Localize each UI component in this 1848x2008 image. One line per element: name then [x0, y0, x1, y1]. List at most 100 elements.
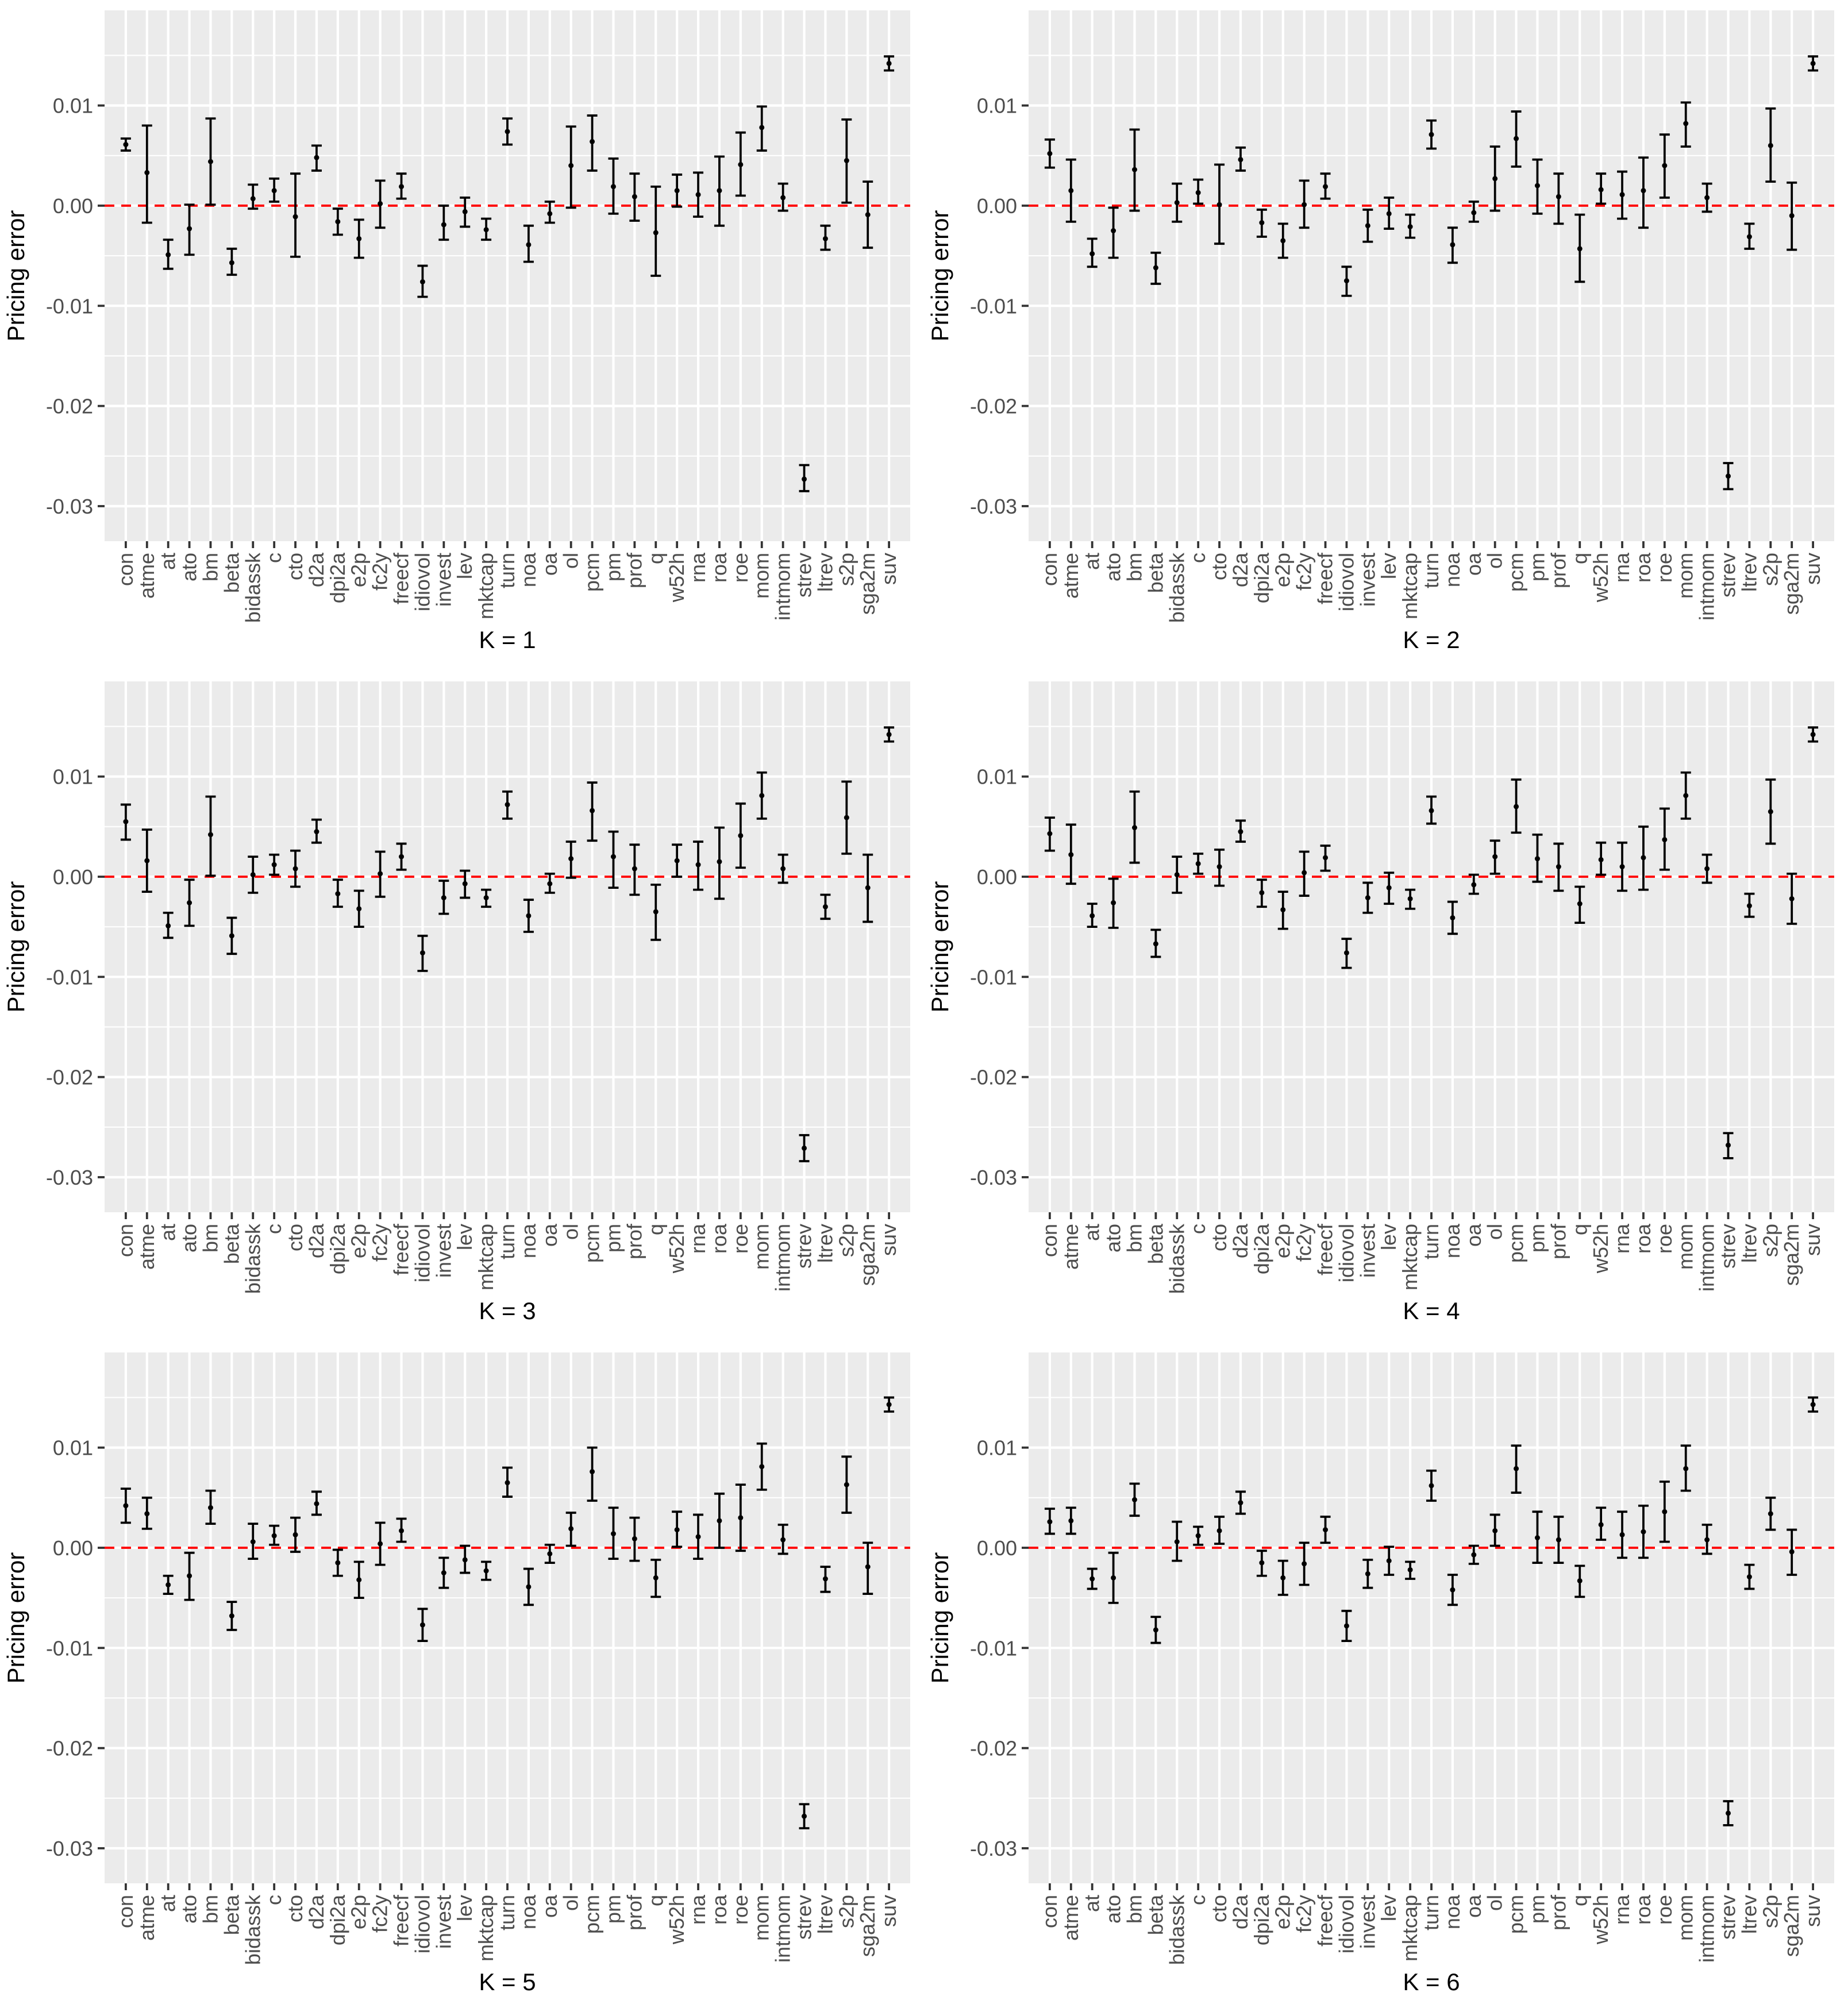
point-atme — [1068, 188, 1074, 194]
point-bm — [207, 1505, 213, 1510]
point-suv — [886, 60, 892, 66]
x-tick-label-dpi2a: dpi2a — [326, 552, 349, 603]
x-tick-label-d2a: d2a — [305, 552, 328, 587]
x-tick-label-e2p: e2p — [347, 553, 371, 587]
point-mom — [759, 793, 765, 799]
point-intmom — [1704, 195, 1710, 201]
x-tick-label-pcm: pcm — [1504, 1895, 1528, 1934]
point-oa — [1471, 210, 1477, 215]
x-tick-label-ato: ato — [1102, 1895, 1125, 1924]
point-e2p — [1280, 1575, 1286, 1581]
point-dpi2a — [1259, 890, 1265, 896]
x-tick-label-w52h: w52h — [665, 1895, 688, 1945]
x-tick-label-s2p: s2p — [1758, 1895, 1782, 1928]
point-roe — [1662, 163, 1668, 168]
x-tick-label-ol: ol — [559, 1895, 583, 1911]
point-q — [1577, 901, 1583, 907]
x-tick-label-ltrev: ltrev — [813, 1224, 837, 1263]
point-roe — [738, 833, 744, 838]
point-dpi2a — [335, 1560, 341, 1566]
point-pm — [1534, 1535, 1540, 1541]
x-tick-label-beta: beta — [1144, 1894, 1167, 1935]
x-tick-label-fc2y: fc2y — [1292, 553, 1316, 591]
x-tick-label-cto: cto — [283, 1224, 307, 1251]
x-tick-label-turn: turn — [495, 1224, 519, 1259]
point-s2p — [844, 1482, 849, 1487]
x-tick-label-noa: noa — [517, 552, 540, 587]
point-mom — [1683, 1466, 1689, 1471]
point-roa — [1641, 1529, 1646, 1535]
point-invest — [441, 895, 446, 901]
x-tick-label-sga2m: sga2m — [1780, 1895, 1803, 1957]
x-tick-label-bm: bm — [198, 553, 222, 581]
point-sga2m — [865, 212, 871, 218]
x-tick-label-invest: invest — [1356, 1224, 1379, 1278]
point-at — [1089, 1576, 1095, 1582]
x-tick-label-cto: cto — [283, 553, 307, 580]
x-tick-label-intmom: intmom — [1695, 1895, 1719, 1963]
point-cto — [292, 866, 298, 872]
point-roa — [1641, 855, 1646, 861]
panel-6: 0.01 0.00 -0.01 -0.02 -0.03 conatmeatatobmbet… — [926, 1352, 1834, 1995]
point-s2p — [1768, 809, 1773, 815]
point-roe — [1662, 1509, 1668, 1514]
point-bidassk — [1174, 1539, 1180, 1545]
x-tick-label-ltrev: ltrev — [813, 553, 837, 592]
point-strev — [802, 1813, 807, 1819]
x-tick-label-e2p: e2p — [1271, 1224, 1295, 1258]
x-tick-label-turn: turn — [1419, 1895, 1443, 1930]
x-tick-label-turn: turn — [1419, 1224, 1443, 1259]
x-tick-label-at: at — [156, 1895, 180, 1912]
point-atme — [144, 169, 150, 175]
x-tick-label-ato: ato — [178, 553, 201, 581]
y-tick-label: -0.02 — [46, 395, 93, 418]
x-tick-label-mom: mom — [1674, 1895, 1697, 1941]
x-tick-label-rna: rna — [686, 1223, 710, 1254]
point-suv — [1810, 1402, 1816, 1408]
y-axis-title: Pricing error — [2, 881, 29, 1013]
point-bm — [207, 159, 213, 164]
point-sga2m — [1789, 213, 1795, 218]
x-tick-label-at: at — [156, 1224, 180, 1241]
x-tick-label-freecf: freecf — [390, 1894, 413, 1947]
point-beta — [229, 933, 234, 939]
point-idiovol — [419, 1622, 425, 1628]
point-cto — [1216, 1528, 1222, 1533]
x-axis-title: K = 2 — [1403, 626, 1460, 653]
x-tick-label-q: q — [644, 553, 667, 564]
x-tick-label-cto: cto — [1207, 1895, 1231, 1922]
point-mktcap — [1407, 224, 1413, 230]
point-mktcap — [483, 1568, 489, 1574]
x-tick-label-atme: atme — [135, 1224, 159, 1270]
point-mom — [759, 125, 765, 130]
point-at — [1089, 251, 1095, 257]
x-axis-title: K = 3 — [479, 1297, 536, 1324]
x-tick-label-ato: ato — [178, 1224, 201, 1252]
point-fc2y — [378, 1541, 383, 1547]
point-mom — [759, 1464, 765, 1470]
x-tick-label-sga2m: sga2m — [856, 1895, 879, 1957]
x-tick-label-fc2y: fc2y — [1292, 1224, 1316, 1262]
y-tick-label: -0.01 — [46, 294, 93, 318]
x-tick-label-idiovol: idiovol — [410, 1224, 434, 1282]
panel-1: 0.01 0.00 -0.01 -0.02 -0.03 conatmeatatobmbet… — [2, 10, 910, 653]
point-lev — [1386, 885, 1392, 891]
y-tick-label: 0.00 — [53, 194, 93, 218]
x-tick-label-ltrev: ltrev — [1737, 1895, 1761, 1934]
point-c — [271, 862, 277, 868]
point-at — [165, 1582, 171, 1587]
point-beta — [229, 1613, 234, 1619]
point-ol — [1492, 854, 1498, 860]
x-tick-label-bidassk: bidassk — [241, 1223, 264, 1294]
point-rna — [695, 1534, 701, 1540]
x-tick-label-con: con — [114, 1224, 137, 1257]
x-tick-label-bidassk: bidassk — [1165, 552, 1188, 623]
x-tick-label-ltrev: ltrev — [1737, 553, 1761, 592]
point-lev — [462, 1557, 468, 1563]
x-tick-label-atme: atme — [135, 553, 159, 599]
point-w52h — [1598, 187, 1604, 192]
x-tick-label-strev: strev — [1716, 553, 1740, 598]
point-pcm — [590, 808, 595, 814]
y-tick-label: 0.01 — [977, 1436, 1017, 1460]
x-tick-label-pm: pm — [601, 553, 625, 581]
